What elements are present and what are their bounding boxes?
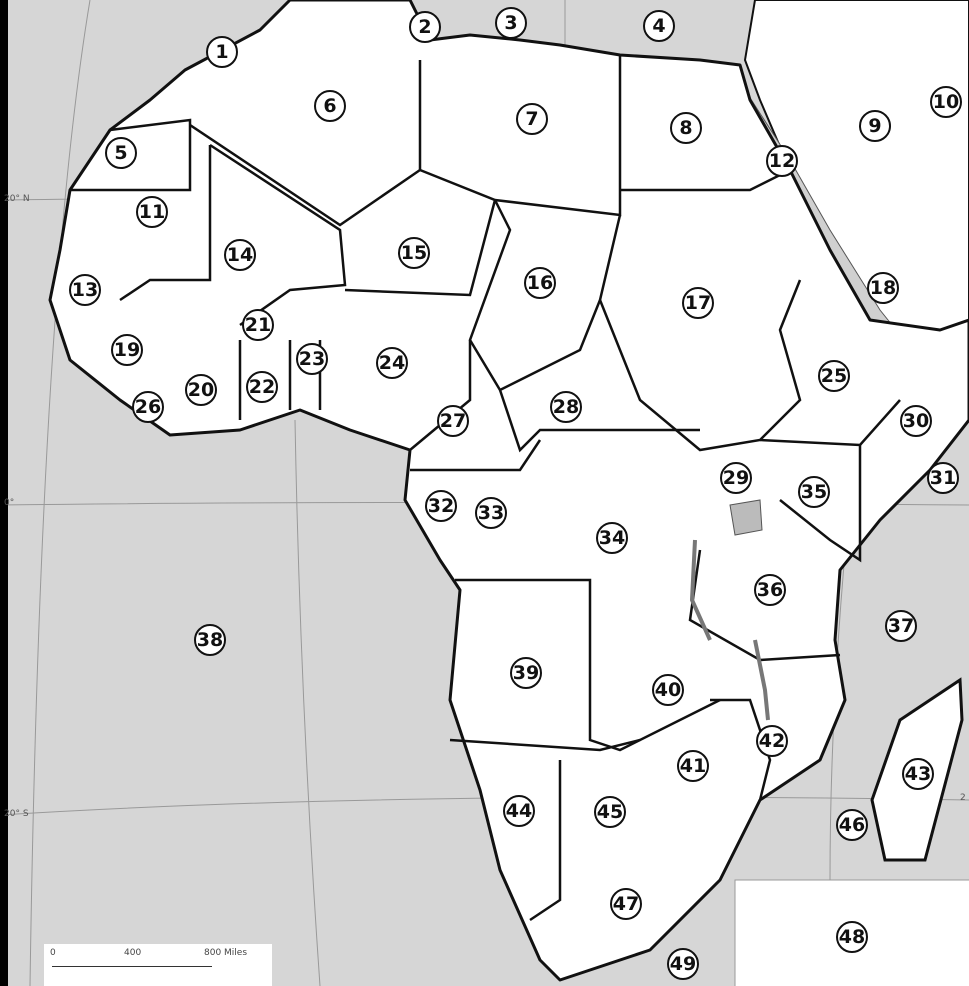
africa-continent: [48, 0, 969, 982]
country-label-48: 48: [836, 921, 868, 953]
country-label-35: 35: [798, 476, 830, 508]
country-label-23: 23: [296, 343, 328, 375]
country-label-6: 6: [314, 90, 346, 122]
lake-malawi: [753, 639, 770, 721]
country-label-42: 42: [756, 725, 788, 757]
latitude-20s-right-label: 2: [960, 793, 966, 803]
country-label-33: 33: [475, 497, 507, 529]
country-label-10: 10: [930, 86, 962, 118]
country-label-39: 39: [510, 657, 542, 689]
country-label-11: 11: [136, 196, 168, 228]
country-label-26: 26: [132, 391, 164, 423]
country-label-24: 24: [376, 347, 408, 379]
country-label-5: 5: [105, 137, 137, 169]
country-label-36: 36: [754, 574, 786, 606]
country-label-13: 13: [69, 274, 101, 306]
scale-end: 800 Miles: [204, 948, 248, 958]
country-label-32: 32: [425, 490, 457, 522]
country-label-8: 8: [670, 112, 702, 144]
country-label-30: 30: [900, 405, 932, 437]
country-label-41: 41: [677, 750, 709, 782]
country-label-44: 44: [503, 795, 535, 827]
country-label-43: 43: [902, 758, 934, 790]
country-label-17: 17: [682, 287, 714, 319]
latitude-20s-label: 20° S: [4, 809, 29, 819]
country-label-1: 1: [206, 36, 238, 68]
country-label-16: 16: [524, 267, 556, 299]
scale-bar: 0 400 800 Miles: [44, 944, 272, 986]
left-edge-bar: [0, 0, 8, 986]
scale-line: [52, 966, 212, 967]
scale-zero: 0: [50, 948, 56, 958]
country-label-20: 20: [185, 374, 217, 406]
country-label-25: 25: [818, 360, 850, 392]
country-label-46: 46: [836, 809, 868, 841]
country-label-18: 18: [867, 272, 899, 304]
country-label-31: 31: [927, 462, 959, 494]
country-label-38: 38: [194, 624, 226, 656]
country-label-28: 28: [550, 391, 582, 423]
country-label-2: 2: [409, 11, 441, 43]
country-borders: [70, 55, 901, 922]
latitude-equator-label: 0°: [4, 498, 15, 508]
country-label-27: 27: [437, 405, 469, 437]
country-label-47: 47: [610, 888, 642, 920]
country-label-21: 21: [242, 309, 274, 341]
country-label-37: 37: [885, 610, 917, 642]
scale-mid: 400: [124, 948, 142, 958]
country-label-22: 22: [246, 371, 278, 403]
country-label-9: 9: [859, 110, 891, 142]
country-label-49: 49: [667, 948, 699, 980]
latitude-20n-label: 20° N: [4, 194, 30, 204]
country-label-45: 45: [594, 796, 626, 828]
lake-tanganyika: [689, 539, 712, 641]
country-label-29: 29: [720, 462, 752, 494]
lake-victoria: [729, 499, 763, 536]
country-label-3: 3: [495, 7, 527, 39]
country-label-40: 40: [652, 674, 684, 706]
country-label-4: 4: [643, 10, 675, 42]
country-label-14: 14: [224, 239, 256, 271]
country-label-19: 19: [111, 334, 143, 366]
country-label-15: 15: [398, 237, 430, 269]
country-label-12: 12: [766, 145, 798, 177]
country-label-7: 7: [516, 103, 548, 135]
country-label-34: 34: [596, 522, 628, 554]
